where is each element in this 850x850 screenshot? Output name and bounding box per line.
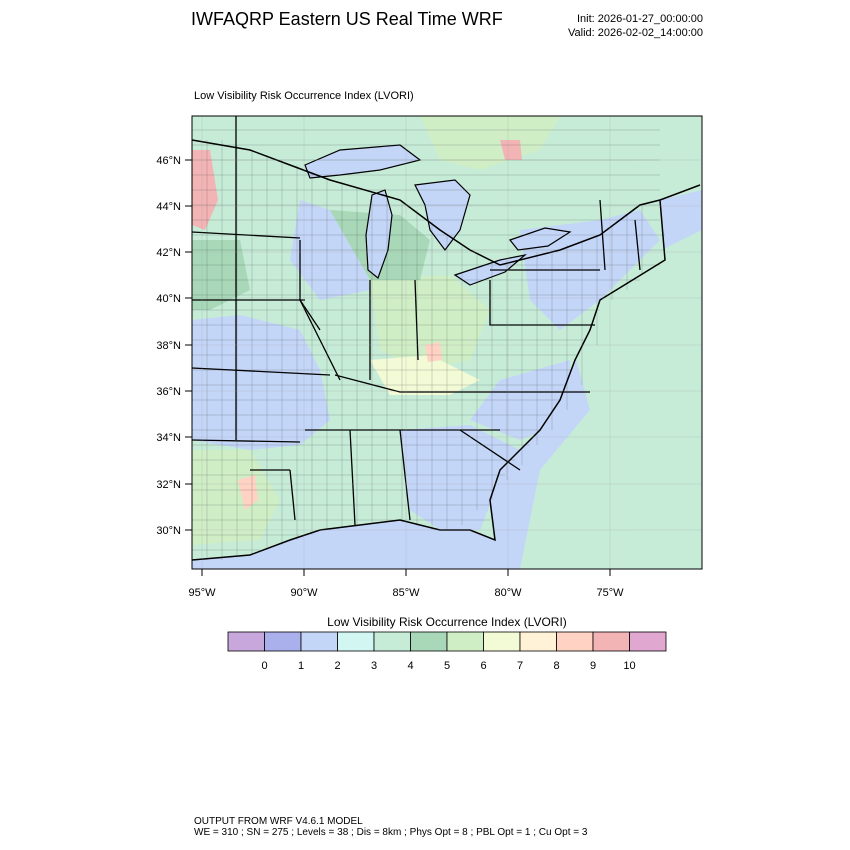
lat-label: 40°N (156, 293, 181, 305)
colorbar-label: 5 (444, 660, 450, 672)
lake-superior (304, 144, 422, 179)
colorbar-label: 6 (480, 660, 486, 672)
colorbar-labels: 0 1 2 3 4 5 6 7 8 9 10 (261, 660, 635, 672)
lat-label: 44°N (156, 201, 181, 213)
canada-highland (420, 116, 560, 170)
lat-axis: 46°N 44°N 42°N 40°N 38°N 36°N 34°N 32°N … (156, 155, 192, 537)
lon-label: 80°W (494, 587, 522, 599)
risk-zone-2-west (192, 315, 330, 450)
panel-title: Low Visibility Risk Occurrence Index (LV… (194, 90, 414, 102)
footer-config-info: WE = 310 ; SN = 275 ; Levels = 38 ; Dis … (194, 827, 588, 838)
risk-zone-6-ohio-valley (370, 275, 490, 370)
legend-title: Low Visibility Risk Occurrence Index (LV… (327, 615, 567, 629)
lat-label: 42°N (156, 247, 181, 259)
colorbar-box (483, 631, 521, 652)
lon-label: 95°W (188, 587, 216, 599)
map-plot-area (192, 116, 702, 569)
map-frame (191, 115, 703, 570)
lon-label: 85°W (392, 587, 420, 599)
colorbar-label: 9 (590, 660, 596, 672)
lake-huron (414, 179, 471, 251)
lon-axis: 95°W 90°W 85°W 80°W 75°W (188, 569, 624, 599)
colorbar-label: 0 (261, 660, 267, 672)
colorbar-box (592, 631, 630, 652)
colorbar-box (337, 631, 375, 652)
valid-time: Valid: 2026-02-02_14:00:00 (568, 27, 703, 39)
risk-zone-6-southwest (192, 450, 280, 545)
lat-label: 30°N (156, 525, 181, 537)
colorbar-box (264, 631, 302, 652)
colorbar-box (519, 631, 557, 652)
colorbar-box (410, 631, 448, 652)
main-title: IWFAQRP Eastern US Real Time WRF (191, 9, 503, 29)
lat-label: 32°N (156, 479, 181, 491)
colorbar-label: 2 (334, 660, 340, 672)
lon-label: 75°W (596, 587, 624, 599)
colorbar-label: 4 (407, 660, 413, 672)
colorbar-label: 1 (298, 660, 304, 672)
colorbar-box (227, 631, 265, 652)
colorbar-box (446, 631, 484, 652)
colorbar-label: 10 (623, 660, 635, 672)
us-canada-border (192, 139, 661, 266)
lat-label: 34°N (156, 432, 181, 444)
colorbar-label: 7 (517, 660, 523, 672)
lat-label: 36°N (156, 386, 181, 398)
colorbar-label: 8 (553, 660, 559, 672)
colorbar-box (556, 631, 594, 652)
graticule (192, 116, 702, 569)
colorbar-label: 3 (371, 660, 377, 672)
colorbar (227, 631, 667, 652)
lat-label: 46°N (156, 155, 181, 167)
risk-zone-8-wv (425, 342, 442, 362)
colorbar-box (300, 631, 338, 652)
init-time: Init: 2026-01-27_00:00:00 (577, 13, 703, 25)
footer-model-info: OUTPUT FROM WRF V4.6.1 MODEL (194, 816, 363, 827)
lake-ontario (508, 227, 572, 251)
colorbar-box (629, 631, 667, 652)
lon-label: 90°W (290, 587, 318, 599)
lat-label: 38°N (156, 340, 181, 352)
risk-zone-8-louisiana (238, 475, 258, 510)
colorbar-box (373, 631, 411, 652)
lake-michigan (365, 189, 393, 279)
